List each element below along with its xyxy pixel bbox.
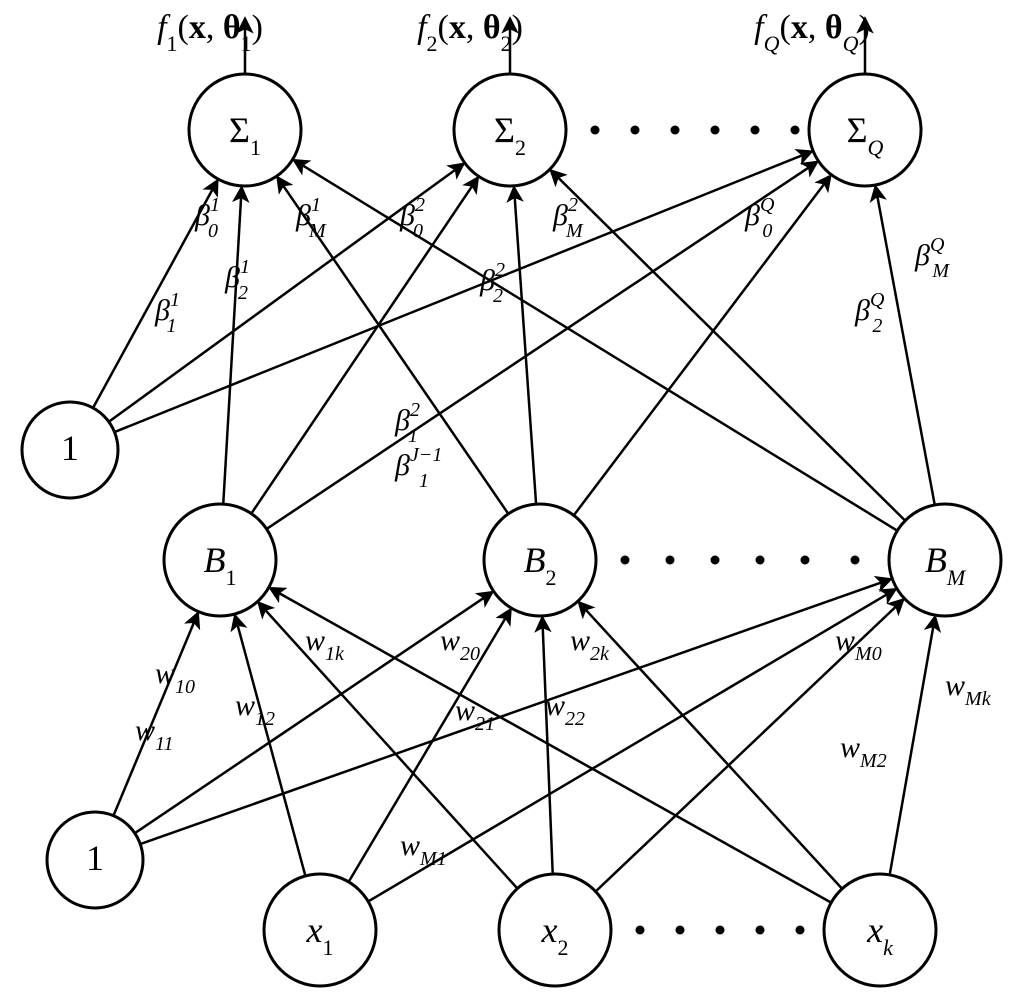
neural-network-diagram: Σ1Σ2ΣQB1B2BMx1x2xk11 f1(x, θ1)f2(x, θ2)f… xyxy=(0,0,1024,997)
edge-B1-SQ xyxy=(267,162,817,529)
beta-label-10: β21 xyxy=(394,399,420,447)
w-label-7: w12 xyxy=(235,689,275,730)
edge-B2-S2 xyxy=(514,188,536,504)
beta-label-8: β22 xyxy=(479,259,505,307)
beta-label-4: βQ0 xyxy=(744,194,775,242)
ellipsis-dot-2-3 xyxy=(756,926,765,935)
output-fn-label-1: f2(x, θ2) xyxy=(417,9,523,56)
nodes-layer: Σ1Σ2ΣQB1B2BMx1x2xk11 xyxy=(22,74,1001,986)
w-label-8: w21 xyxy=(455,694,495,735)
ellipsis-dot-0-1 xyxy=(631,126,640,135)
beta-label-5: βQM xyxy=(914,234,950,282)
beta-label-0: β10 xyxy=(194,194,220,242)
ellipsis-dot-2-2 xyxy=(716,926,725,935)
edge-bias_w-B1 xyxy=(113,614,197,816)
node-label-bias_w: 1 xyxy=(86,838,104,878)
ellipsis-dot-0-5 xyxy=(791,126,800,135)
ellipsis-dot-1-1 xyxy=(666,556,675,565)
ellipsis-dot-0-2 xyxy=(671,126,680,135)
edge-BM-SQ xyxy=(876,187,935,505)
node-label-bias_beta: 1 xyxy=(61,428,79,468)
beta-label-11: βJ−11 xyxy=(394,444,441,492)
w-label-2: w20 xyxy=(440,624,480,665)
beta-label-2: β20 xyxy=(399,194,425,242)
ellipsis-dot-1-3 xyxy=(756,556,765,565)
edge-BM-S2 xyxy=(551,171,905,521)
beta-label-7: β12 xyxy=(224,256,250,304)
ellipsis-dot-0-3 xyxy=(711,126,720,135)
ellipsis-dot-0-0 xyxy=(591,126,600,135)
w-label-5: wMk xyxy=(945,669,992,710)
output-fn-label-2: fQ(x, θQ) xyxy=(754,9,870,56)
ellipsis-dot-2-1 xyxy=(676,926,685,935)
w-label-11: wM1 xyxy=(400,829,447,870)
w-label-0: w10 xyxy=(155,657,195,698)
ellipsis-dot-0-4 xyxy=(751,126,760,135)
ellipsis-dot-1-5 xyxy=(851,556,860,565)
ellipsis-layer xyxy=(591,126,860,935)
w-label-9: w22 xyxy=(545,689,585,730)
beta-label-9: βQ2 xyxy=(854,289,885,337)
w-label-10: wM2 xyxy=(840,731,887,772)
ellipsis-dot-2-0 xyxy=(636,926,645,935)
output-fn-label-0: f1(x, θ1) xyxy=(157,9,263,56)
edge-B1-S1 xyxy=(223,188,241,504)
ellipsis-dot-1-0 xyxy=(621,556,630,565)
beta-label-6: β11 xyxy=(154,289,178,337)
ellipsis-dot-1-2 xyxy=(711,556,720,565)
ellipsis-dot-1-4 xyxy=(801,556,810,565)
edge-x1-B2 xyxy=(349,610,511,882)
beta-label-3: β2M xyxy=(552,194,584,242)
beta-label-1: β1M xyxy=(295,194,327,242)
edge-xk-BM xyxy=(890,617,935,875)
ellipsis-dot-2-4 xyxy=(796,926,805,935)
edge-x1-B1 xyxy=(235,616,305,876)
